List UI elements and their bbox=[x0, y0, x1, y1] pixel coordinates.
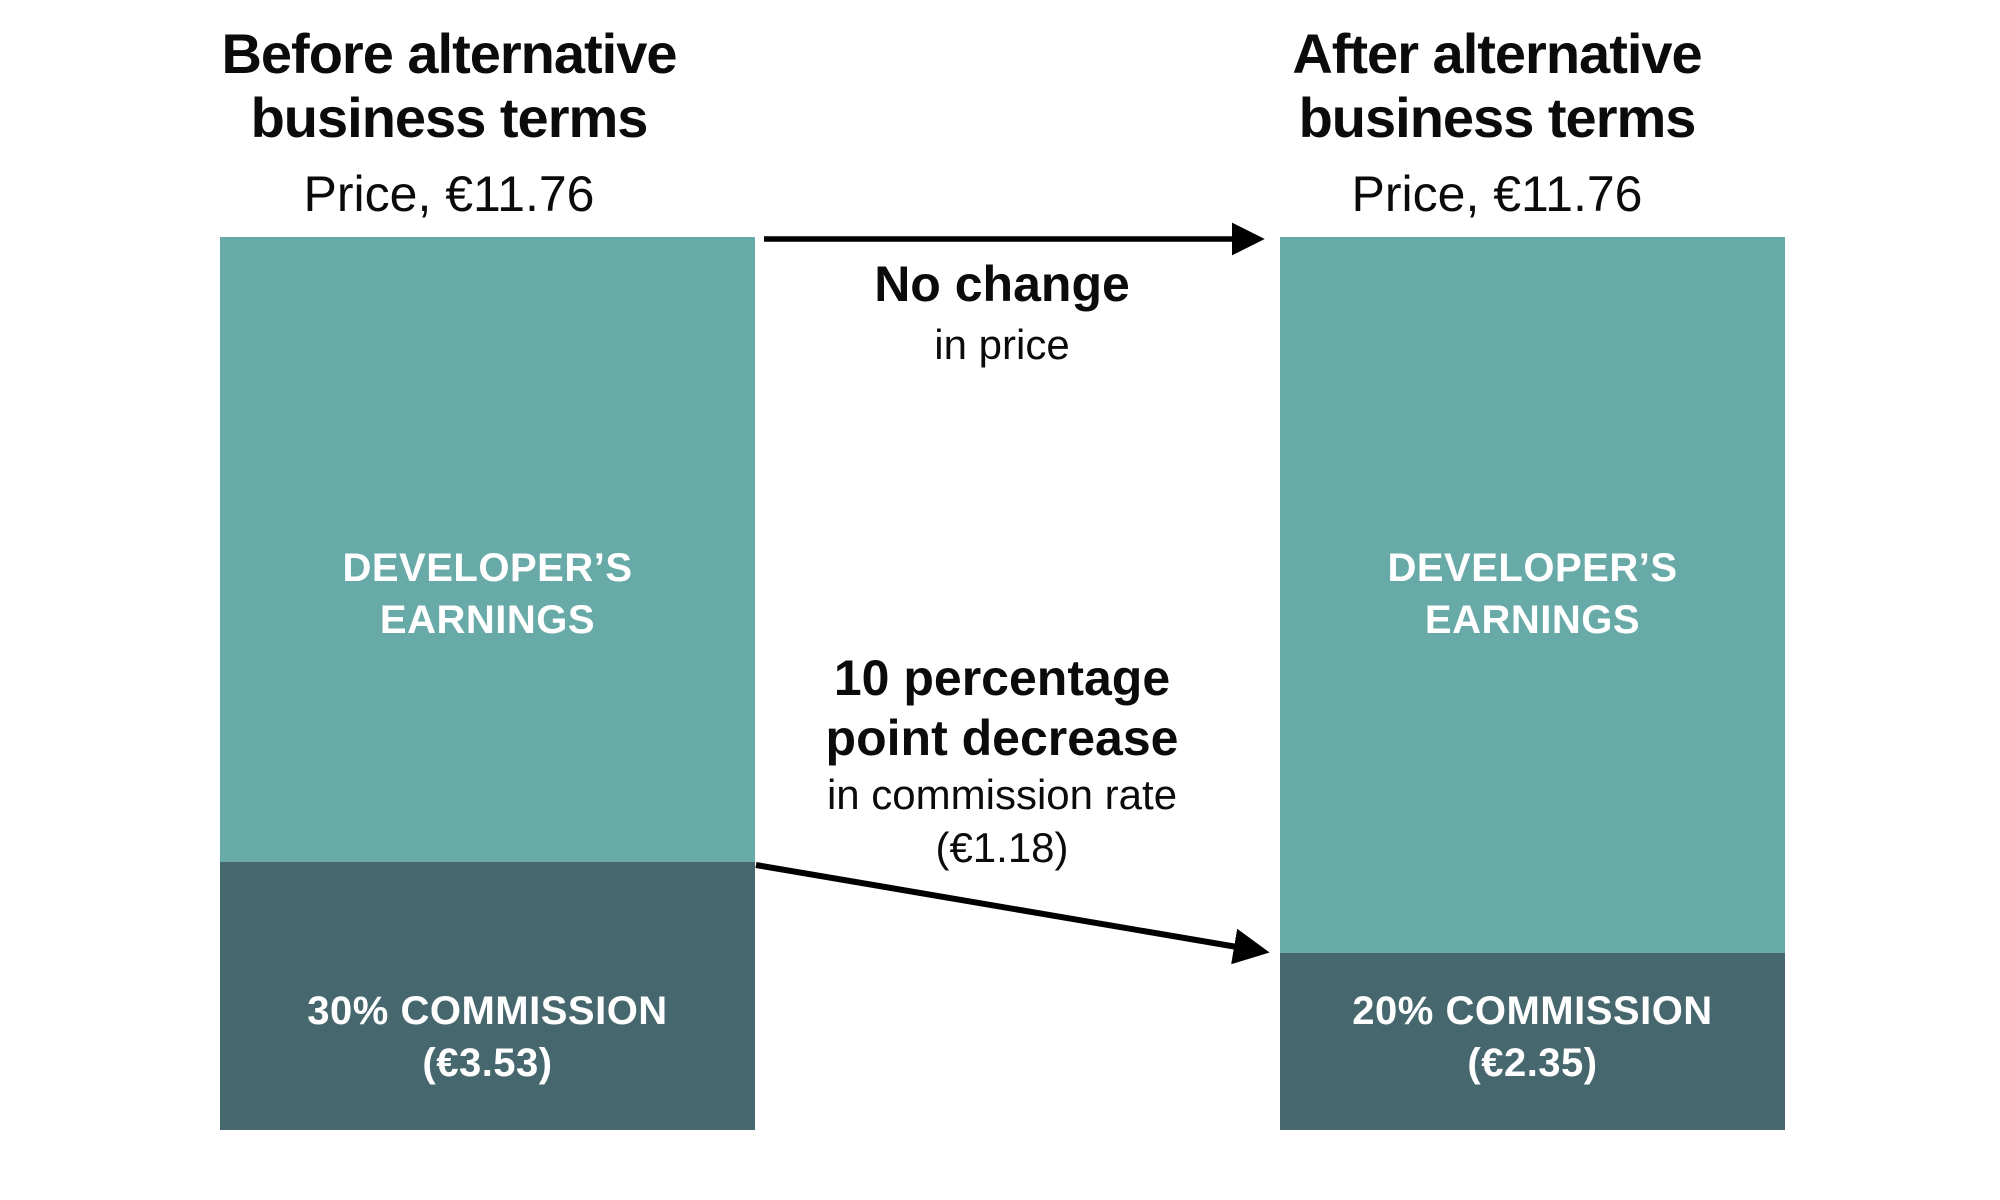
earnings-label: DEVELOPER’S EARNINGS bbox=[220, 542, 755, 646]
column-header-before: Before alternative business terms Price,… bbox=[99, 22, 799, 222]
commission-label-line1: 30% COMMISSION bbox=[307, 989, 668, 1033]
commission-segment bbox=[220, 862, 755, 1130]
column-title-line1: After alternative bbox=[1292, 22, 1702, 85]
earnings-label-line1: DEVELOPER’S bbox=[342, 546, 633, 590]
column-title-line2: business terms bbox=[250, 86, 649, 149]
commission-label: 20% COMMISSION (€2.35) bbox=[1280, 985, 1785, 1089]
commission-decrease-headline: 10 percentage point decrease bbox=[752, 648, 1252, 768]
commission-decrease-headline-line2: point decrease bbox=[825, 710, 1179, 766]
commission-label: 30% COMMISSION (€3.53) bbox=[220, 985, 755, 1089]
earnings-label-line2: EARNINGS bbox=[1424, 598, 1641, 642]
price-label: Price, €11.76 bbox=[1351, 166, 1643, 222]
commission-decrease-headline-line1: 10 percentage bbox=[833, 650, 1171, 706]
commission-label-line2: (€3.53) bbox=[422, 1041, 553, 1085]
stacked-bar-before: DEVELOPER’S EARNINGS 30% COMMISSION (€3.… bbox=[220, 237, 755, 1130]
commission-decrease-detail-line1: in commission rate bbox=[826, 771, 1178, 818]
commission-segment bbox=[1280, 953, 1785, 1130]
column-title-line1: Before alternative bbox=[221, 22, 677, 85]
column-header-after: After alternative business terms Price, … bbox=[1147, 22, 1847, 222]
commission-label-line2: (€2.35) bbox=[1467, 1041, 1598, 1085]
earnings-segment bbox=[220, 237, 755, 862]
commission-label-line1: 20% COMMISSION bbox=[1352, 989, 1713, 1033]
earnings-label-line1: DEVELOPER’S bbox=[1387, 546, 1678, 590]
no-change-headline: No change bbox=[874, 256, 1130, 312]
column-title-line2: business terms bbox=[1298, 86, 1697, 149]
no-change-annotation: No change in price bbox=[752, 254, 1252, 371]
commission-decrease-detail: in commission rate (€1.18) bbox=[752, 768, 1252, 874]
no-change-detail: in price bbox=[934, 321, 1070, 368]
column-title: Before alternative business terms bbox=[99, 22, 799, 150]
commission-decrease-annotation: 10 percentage point decrease in commissi… bbox=[752, 648, 1252, 874]
commission-decrease-detail-line2: (€1.18) bbox=[935, 824, 1069, 871]
earnings-label: DEVELOPER’S EARNINGS bbox=[1280, 542, 1785, 646]
price-label: Price, €11.76 bbox=[303, 166, 595, 222]
stacked-bar-after: DEVELOPER’S EARNINGS 20% COMMISSION (€2.… bbox=[1280, 237, 1785, 1130]
column-title: After alternative business terms bbox=[1147, 22, 1847, 150]
earnings-segment bbox=[1280, 237, 1785, 953]
commission-decrease-diagonal-arrow-icon bbox=[755, 862, 1270, 965]
earnings-label-line2: EARNINGS bbox=[379, 598, 596, 642]
